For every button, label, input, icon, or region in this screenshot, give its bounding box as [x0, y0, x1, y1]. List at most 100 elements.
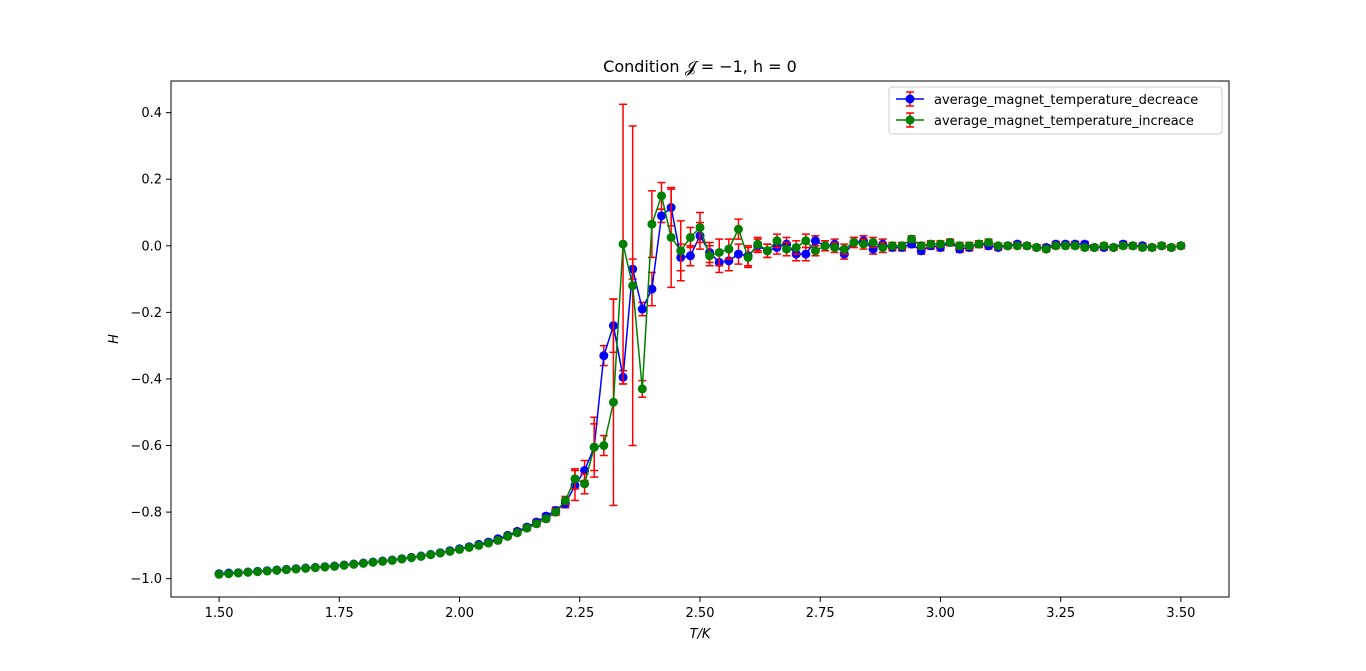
y-axis: −1.0 −0.8 −0.6 −0.4 −0.2 0.0 0.2 0.4	[130, 106, 171, 587]
data-point	[522, 523, 532, 533]
data-point	[705, 251, 715, 261]
data-point	[714, 247, 724, 257]
data-point	[868, 237, 878, 247]
data-point	[801, 236, 811, 246]
data-point	[753, 239, 763, 249]
data-point	[1147, 242, 1157, 252]
data-point	[830, 242, 840, 252]
data-point	[974, 239, 984, 249]
data-point	[233, 568, 243, 578]
data-point	[916, 241, 926, 251]
data-point	[1176, 241, 1186, 251]
data-point	[907, 234, 917, 244]
series-1	[214, 103, 1186, 579]
data-point	[1060, 241, 1070, 251]
data-point	[464, 542, 474, 552]
x-tick-label: 1.50	[205, 606, 234, 621]
x-axis-label: T/K	[690, 627, 712, 642]
x-tick-label: 3.50	[1166, 606, 1195, 621]
data-point	[1032, 242, 1042, 252]
y-tick-label: −0.4	[130, 372, 162, 387]
x-tick-label: 1.75	[325, 606, 354, 621]
data-point	[599, 441, 609, 451]
data-point	[810, 246, 820, 256]
data-point	[772, 236, 782, 246]
data-point	[589, 442, 599, 452]
data-point	[281, 565, 291, 575]
data-point	[1041, 244, 1051, 254]
data-point	[887, 241, 897, 251]
data-point	[820, 241, 830, 251]
data-point	[541, 514, 551, 524]
data-point	[685, 232, 695, 242]
data-point	[426, 550, 436, 560]
data-point	[1128, 241, 1138, 251]
data-point	[406, 553, 416, 563]
data-point	[955, 241, 965, 251]
data-point	[695, 222, 705, 232]
data-point	[358, 558, 368, 568]
data-point	[647, 284, 657, 294]
data-point	[455, 544, 465, 554]
data-point	[1012, 241, 1022, 251]
legend-label-decreace: average_magnet_temperature_decreace	[934, 93, 1198, 108]
data-point	[580, 479, 590, 489]
data-point	[570, 474, 580, 484]
data-point	[1118, 241, 1128, 251]
data-point	[810, 236, 820, 246]
x-tick-label: 2.25	[565, 606, 594, 621]
y-axis-label: H	[107, 334, 122, 344]
data-point	[743, 252, 753, 262]
data-point	[666, 232, 676, 242]
y-tick-label: 0.2	[141, 173, 162, 188]
data-point	[349, 559, 359, 569]
data-point	[599, 351, 609, 361]
y-tick-label: −0.8	[130, 506, 162, 521]
data-point	[839, 244, 849, 254]
markers-1	[214, 191, 1186, 579]
data-point	[878, 242, 888, 252]
data-point	[214, 569, 224, 579]
data-point	[657, 211, 667, 221]
data-point	[253, 567, 263, 577]
data-point	[512, 528, 522, 538]
data-point	[647, 219, 657, 229]
data-point	[1089, 242, 1099, 252]
data-point	[1157, 241, 1167, 251]
data-point	[435, 548, 445, 558]
data-point	[859, 239, 869, 249]
y-tick-label: 0.0	[141, 239, 162, 254]
data-point	[608, 397, 618, 407]
data-point	[493, 535, 503, 545]
data-point	[993, 241, 1003, 251]
data-point	[1137, 242, 1147, 252]
data-point	[339, 560, 349, 570]
data-point	[945, 237, 955, 247]
data-point	[387, 555, 397, 565]
data-point	[791, 242, 801, 252]
data-point	[1166, 242, 1176, 252]
y-tick-label: −0.6	[130, 439, 162, 454]
data-point	[724, 244, 734, 254]
data-point	[637, 384, 647, 394]
data-point	[1070, 241, 1080, 251]
legend: average_magnet_temperature_decreace aver…	[888, 86, 1223, 135]
data-point	[272, 565, 282, 575]
data-point	[762, 246, 772, 256]
data-point	[224, 569, 234, 579]
data-point	[685, 251, 695, 261]
data-point	[301, 563, 311, 573]
data-point	[445, 546, 455, 556]
data-point	[782, 244, 792, 254]
data-point	[474, 540, 484, 550]
legend-label-increace: average_magnet_temperature_increace	[934, 114, 1194, 129]
data-point	[1051, 241, 1061, 251]
data-point	[483, 538, 493, 548]
data-point	[310, 563, 320, 573]
data-point	[397, 554, 407, 564]
data-point	[291, 564, 301, 574]
data-point	[320, 562, 330, 572]
data-point	[551, 507, 561, 517]
data-point	[243, 567, 253, 577]
plot-area	[214, 103, 1186, 579]
